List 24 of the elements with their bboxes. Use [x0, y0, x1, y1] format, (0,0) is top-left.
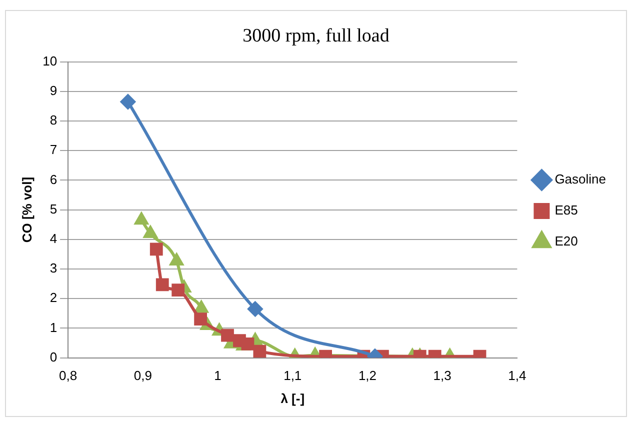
legend-label: E85: [554, 202, 578, 218]
legend-label: Gasoline: [554, 172, 606, 187]
x-tick-label: 1,2: [358, 368, 377, 384]
y-tick-label: 10: [42, 53, 58, 68]
chart-title: 3000 rpm, full load: [242, 25, 390, 46]
y-tick-label: 5: [50, 201, 58, 216]
legend-label: E20: [554, 234, 578, 249]
y-tick-label: 3: [50, 260, 58, 276]
x-tick-label: 1,1: [284, 368, 302, 384]
y-tick-label: 7: [50, 142, 58, 158]
x-tick-label: 1,4: [508, 368, 526, 384]
x-tick-label: 1,3: [433, 368, 452, 384]
x-axis-title: λ [-]: [280, 390, 305, 406]
x-tick-label: 1: [214, 368, 222, 384]
y-tick-label: 9: [50, 82, 58, 98]
y-tick-label: 4: [50, 230, 58, 246]
x-tick-label: 0,8: [59, 368, 78, 384]
x-tick-label: 0,9: [134, 368, 152, 384]
y-tick-label: 8: [50, 112, 58, 128]
y-axis-title: CO [% vol]: [19, 176, 34, 243]
y-tick-label: 0: [50, 349, 58, 364]
y-tick-label: 2: [50, 290, 58, 306]
y-tick-label: 1: [50, 320, 58, 335]
y-tick-label: 6: [50, 172, 58, 187]
